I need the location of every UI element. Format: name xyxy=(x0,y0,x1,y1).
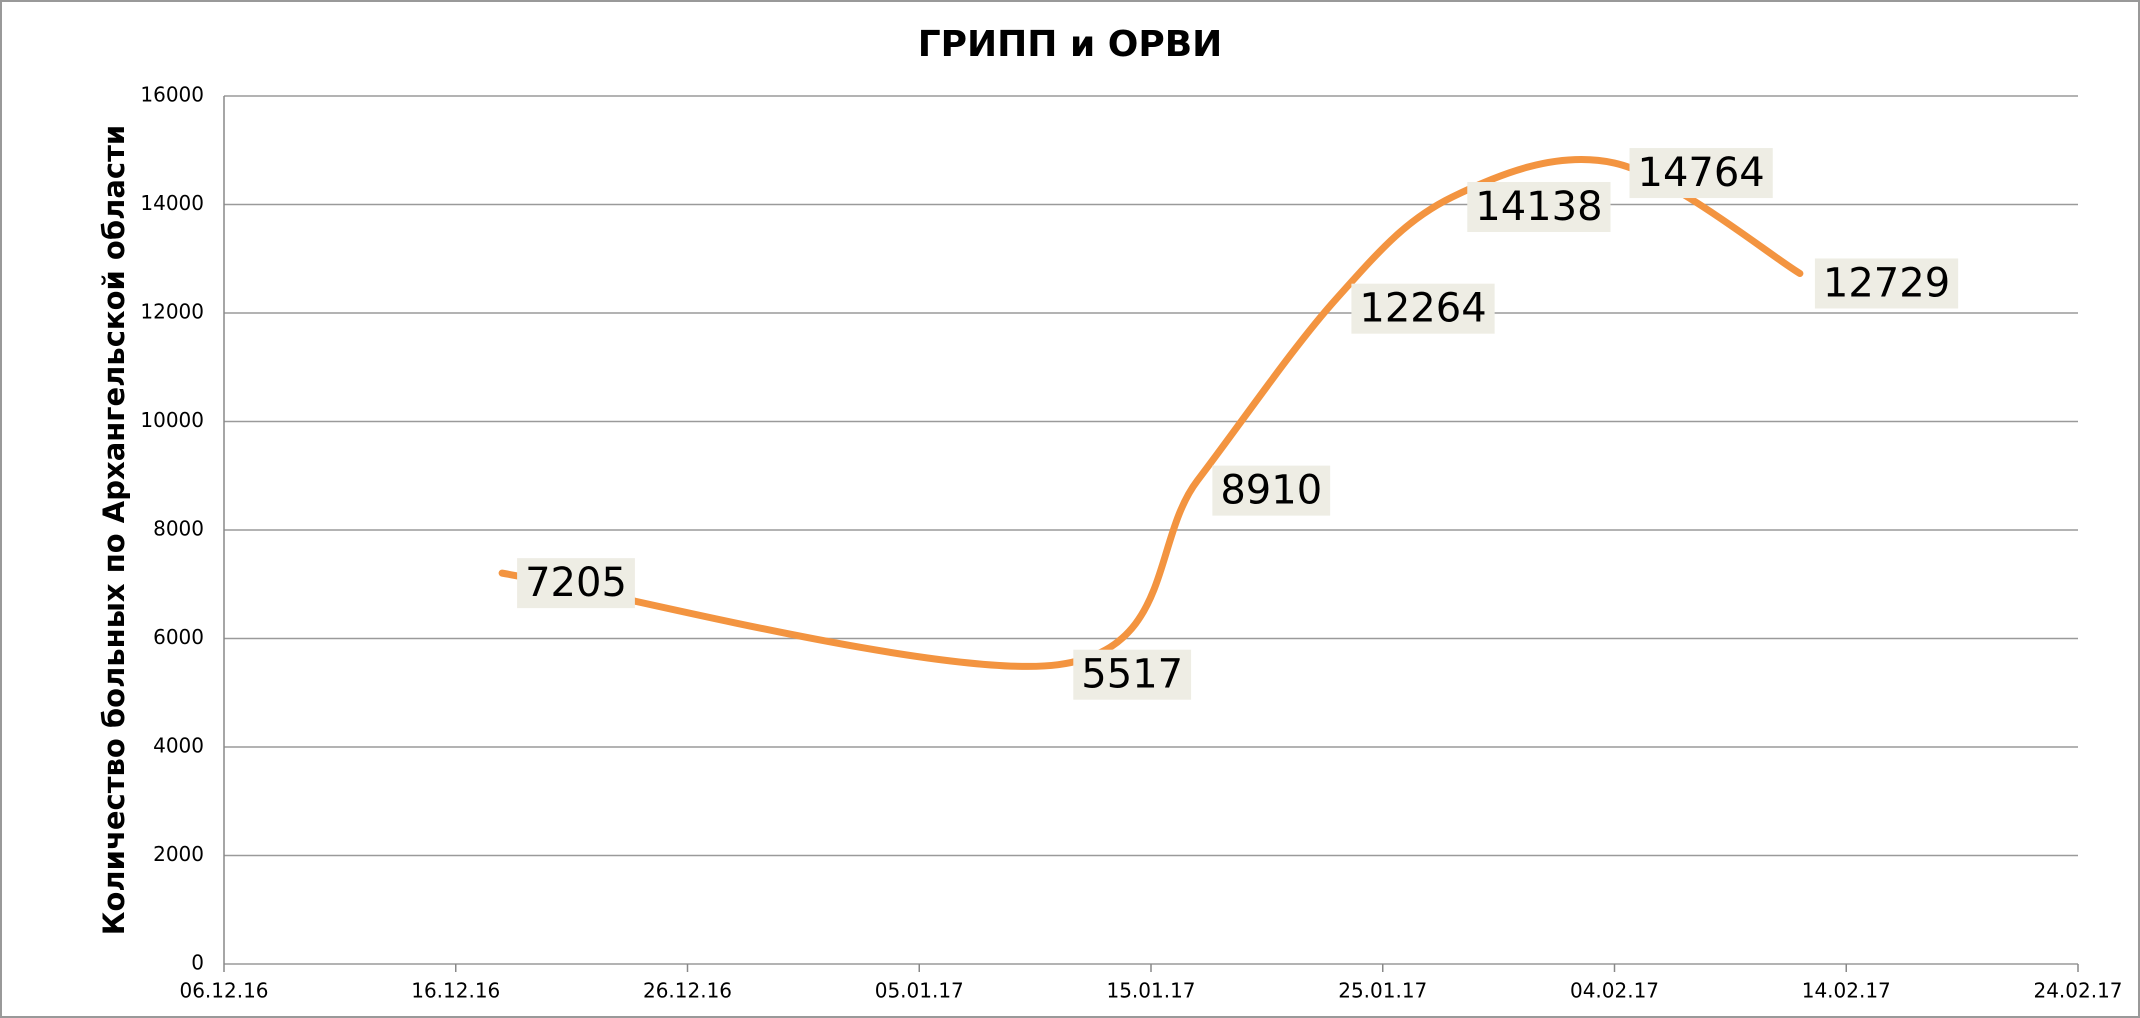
data-label-box xyxy=(1073,649,1192,700)
x-tick-label: 25.01.17 xyxy=(1338,979,1427,1003)
y-tick-label: 12000 xyxy=(140,300,204,324)
data-label: 5517 xyxy=(1081,652,1183,698)
data-label-box xyxy=(1212,465,1331,516)
data-label-box xyxy=(1814,258,1959,309)
x-tick-label: 15.01.17 xyxy=(1106,979,1195,1003)
data-label-box xyxy=(1629,148,1773,199)
x-tick-label: 14.02.17 xyxy=(1802,979,1891,1003)
data-label: 14138 xyxy=(1475,184,1602,230)
x-tick-label: 26.12.16 xyxy=(643,979,732,1003)
data-label: 14764 xyxy=(1638,150,1765,196)
y-tick-label: 2000 xyxy=(153,842,204,866)
y-tick-label: 10000 xyxy=(140,408,204,432)
series-line xyxy=(498,156,1804,670)
y-tick-label: 16000 xyxy=(140,83,204,107)
data-label-box xyxy=(1467,182,1611,233)
y-tick-label: 4000 xyxy=(153,734,204,758)
data-label: 12264 xyxy=(1359,286,1486,332)
data-label: 12729 xyxy=(1823,260,1950,306)
data-label-box xyxy=(517,558,635,609)
x-tick-label: 05.01.17 xyxy=(875,979,964,1003)
y-axis-label: Количество больных по Архангельской обла… xyxy=(97,125,131,935)
y-tick-label: 8000 xyxy=(153,517,204,541)
chart-title: ГРИПП и ОРВИ xyxy=(918,24,1223,65)
data-label: 8910 xyxy=(1220,468,1322,514)
y-tick-label: 6000 xyxy=(153,625,204,649)
x-tick-label: 16.12.16 xyxy=(411,979,500,1003)
data-label: 7205 xyxy=(525,560,627,606)
x-tick-label: 24.02.17 xyxy=(2033,979,2122,1003)
x-tick-label: 06.12.16 xyxy=(179,979,268,1003)
y-tick-label: 14000 xyxy=(140,191,204,215)
x-tick-label: 04.02.17 xyxy=(1570,979,1659,1003)
y-tick-label: 0 xyxy=(191,951,204,975)
data-label-box xyxy=(1351,283,1495,334)
